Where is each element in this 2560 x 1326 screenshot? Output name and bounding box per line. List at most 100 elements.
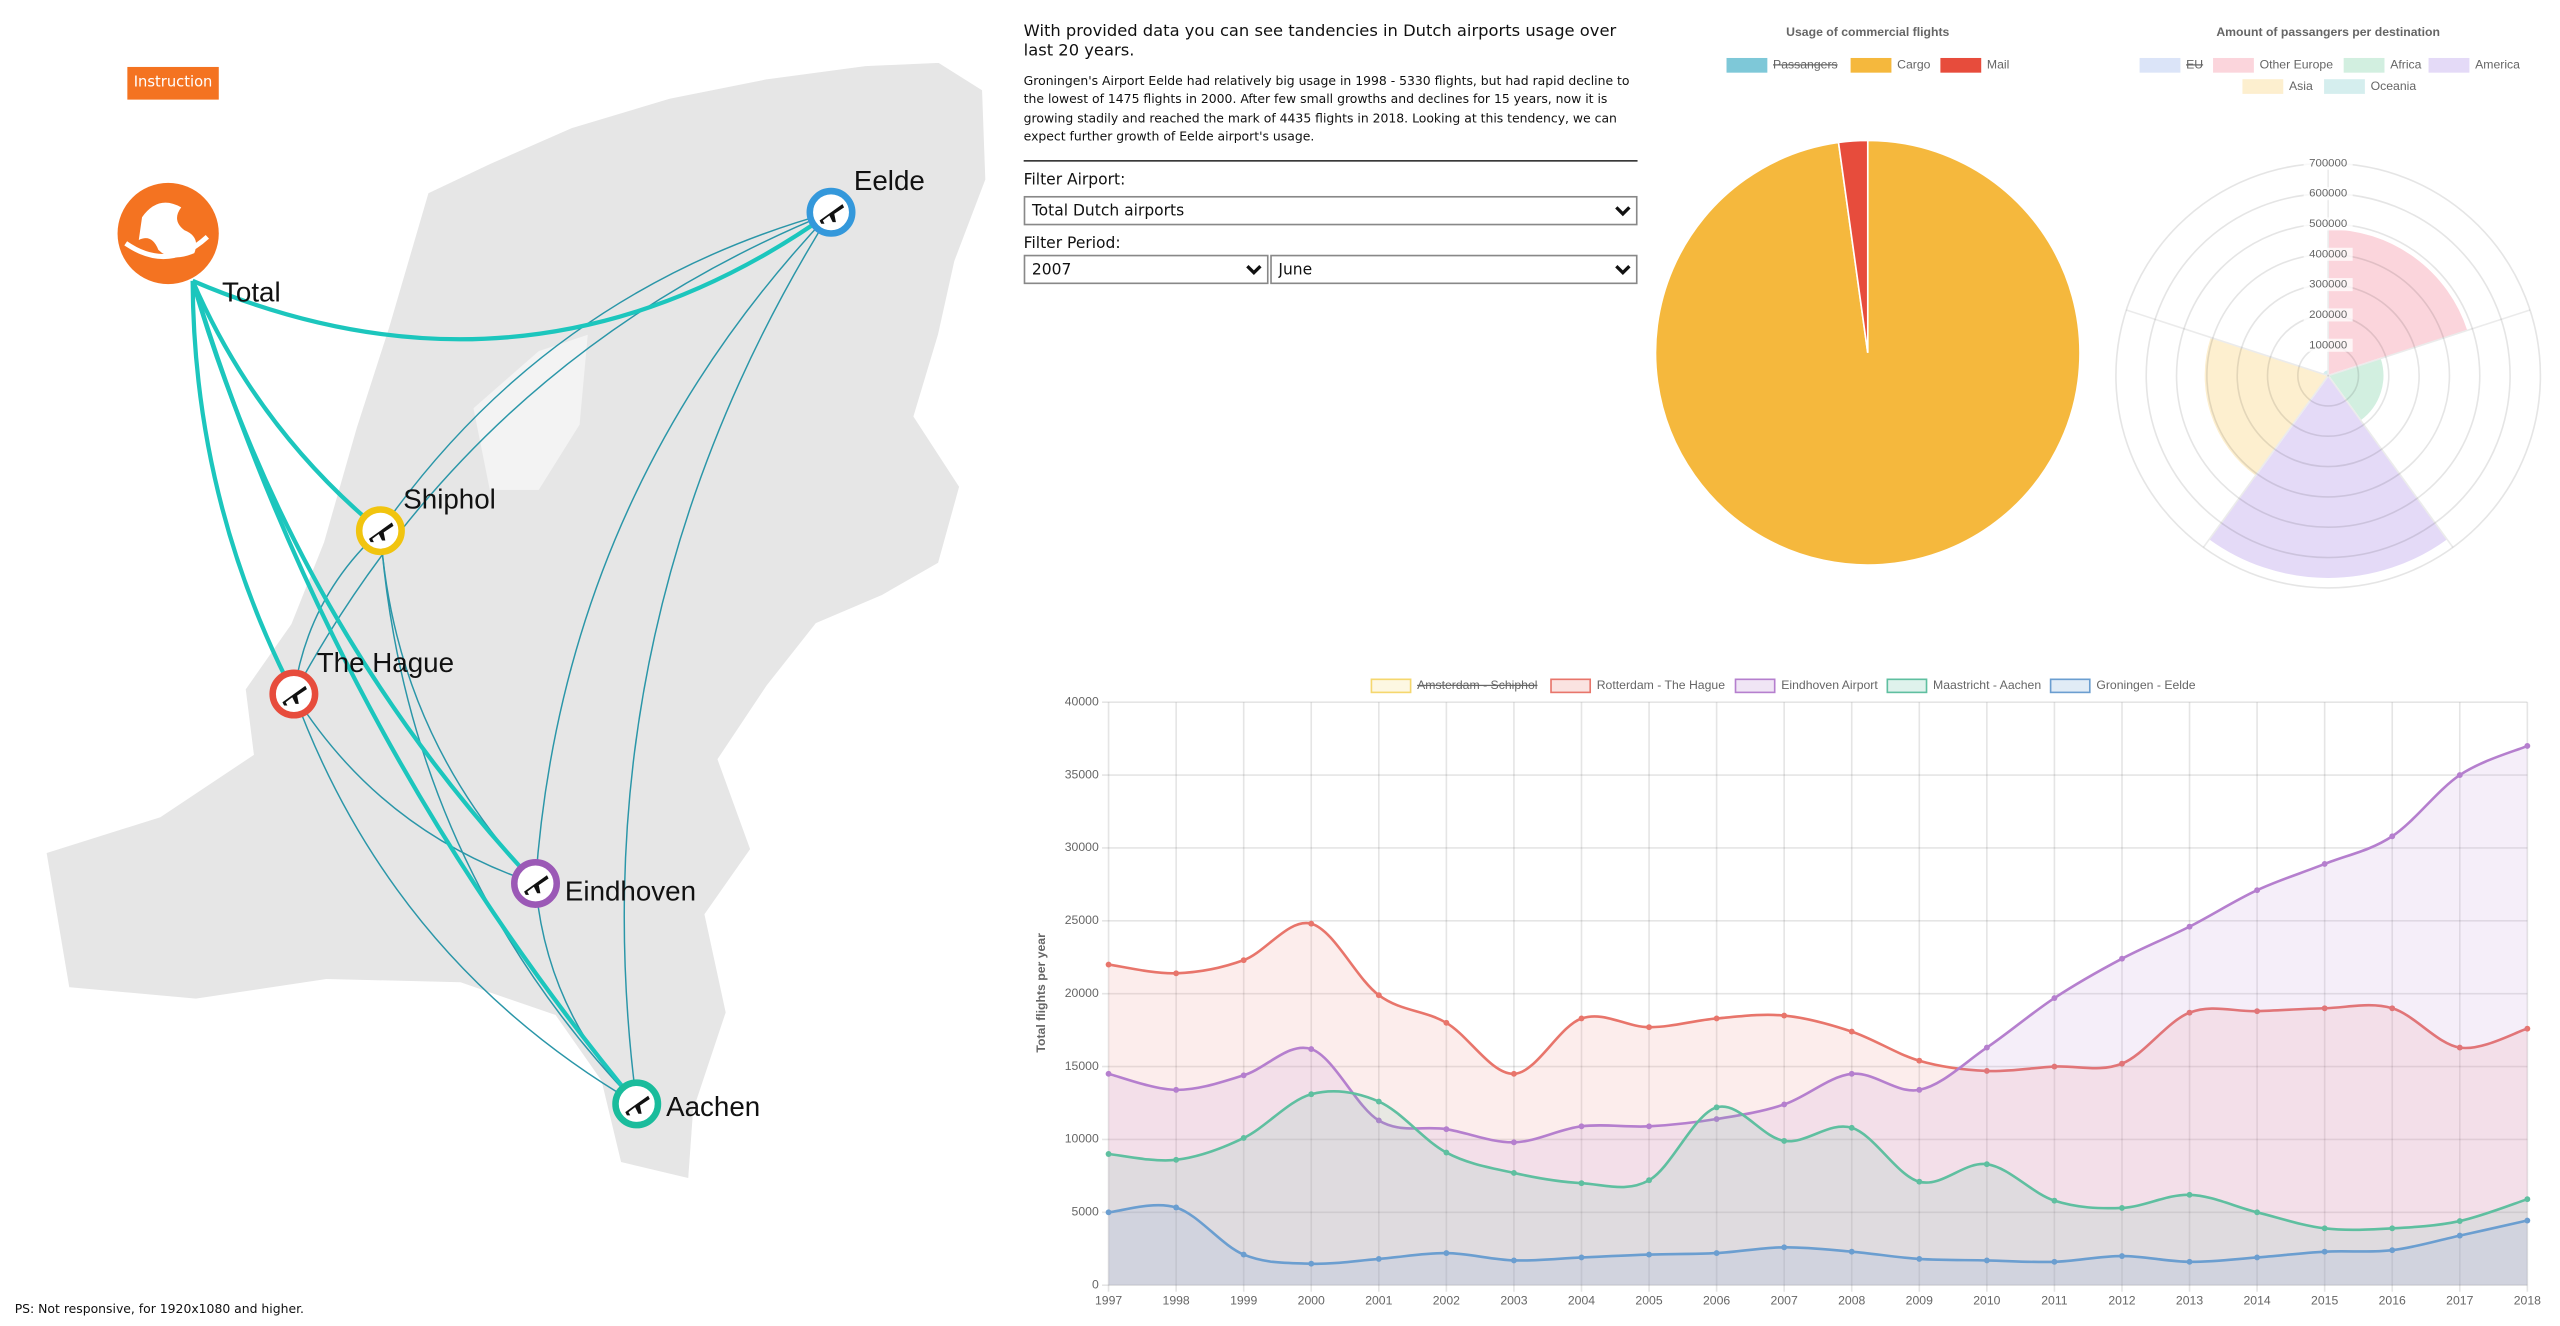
series-point [2524,1196,2531,1203]
series-point [1240,1072,1247,1079]
series-point [1240,1251,1247,1258]
y-tick-label: 30000 [1065,840,1099,854]
y-tick-label: 10000 [1065,1132,1099,1146]
series-point [2524,1025,2531,1032]
series-point [1578,1015,1585,1022]
r-tick-label: 700000 [2309,157,2347,169]
polar-sector [2326,357,2386,423]
x-tick-label: 2012 [2108,1294,2135,1308]
series-point [1781,1012,1788,1019]
y-tick-label: 5000 [1072,1205,1099,1219]
series-point [2321,1248,2328,1255]
legend-label-swatch [2324,79,2365,94]
legend-label: Rotterdam - The Hague [1597,678,1725,692]
legend-label: Passangers [1773,58,1838,72]
series-point [1578,1180,1585,1187]
series-point [2456,1218,2463,1224]
chart-title: Amount of passangers per destination [2216,25,2440,39]
r-tick-label: 200000 [2309,309,2347,321]
x-tick-label: 2018 [2514,1294,2541,1308]
airport-label: Eindhoven [565,876,696,907]
series-point [1781,1137,1788,1144]
series-point [2321,1225,2328,1232]
x-tick-label: 2008 [1838,1294,1865,1308]
description-text: Groningen's Airport Eelde had relatively… [1023,73,1630,145]
route [293,211,832,695]
angle-line [2202,375,2329,548]
month-select[interactable]: June [1270,254,1638,285]
series-point [1916,1255,1923,1262]
airport-label: Total [222,276,281,307]
y-tick-label: 35000 [1065,767,1099,781]
series-point [1510,1070,1517,1077]
legend-label-swatch [1886,678,1928,694]
tick-backdrop [2303,217,2353,231]
route [534,211,832,884]
legend-label: Eindhoven Airport [1781,678,1878,692]
x-tick-label: 1999 [1230,1294,1257,1308]
series-point [1916,1057,1923,1064]
route [293,693,536,885]
total-route [190,280,296,695]
series-point [2456,1044,2463,1051]
divider [1023,159,1638,162]
x-tick-label: 1997 [1095,1294,1122,1308]
year-select[interactable]: 2007 [1023,254,1269,285]
series-point [1983,1257,1990,1264]
legend-label: America [2475,58,2520,72]
angle-line [2327,309,2531,377]
tick-backdrop [2303,247,2353,261]
series-point [1443,1019,1450,1026]
x-tick-label: 2005 [1635,1294,1662,1308]
r-tick-label: 600000 [2309,188,2347,200]
legend-label: Oceania [2371,79,2417,93]
x-tick-label: 2004 [1568,1294,1595,1308]
series-point [2389,1005,2396,1012]
series-point [2389,1247,2396,1254]
tick-backdrop [2303,338,2353,352]
series-point [1578,1123,1585,1130]
series-point [2254,1254,2261,1261]
series-area [1108,1091,2528,1286]
airport-select[interactable]: Total Dutch airports [1023,196,1638,226]
series-point [1646,1123,1652,1130]
x-tick-label: 1998 [1163,1294,1190,1308]
route [293,693,638,1105]
map-lake [473,334,588,490]
tick-backdrop [2303,187,2353,201]
footer-note: PS: Not responsive, for 1920x1080 and hi… [14,1301,305,1317]
series-point [2321,861,2328,867]
legend-label: Africa [2390,58,2421,72]
x-tick-label: 2000 [1298,1294,1325,1308]
tick-backdrop [2303,308,2353,322]
series-point [1848,1248,1855,1255]
period-selects: 2007 June [1023,254,1638,285]
x-tick-label: 2013 [2176,1294,2203,1308]
series-point [1916,1086,1923,1093]
y-tick-label: 25000 [1065,913,1099,927]
series-point [1308,1260,1315,1267]
series-point [1646,1177,1652,1184]
legend-label: Amsterdam - Schiphol [1417,678,1537,692]
series-point [1646,1024,1652,1031]
series-line [1108,921,2528,1076]
plane-icon [368,522,394,543]
airport-filter-label: Filter Airport: [1023,170,1126,189]
y-tick-label: 40000 [1065,694,1099,708]
legend-label-swatch [1370,678,1412,694]
series-point [2254,1008,2261,1015]
x-tick-label: 2016 [2379,1294,2406,1308]
series-point [2119,1204,2125,1211]
route [379,211,832,532]
instruction-button[interactable]: Instruction [127,66,219,100]
series-point [1848,1028,1855,1035]
airport-node [511,858,560,908]
x-tick-label: 2001 [1365,1294,1392,1308]
series-point [1240,957,1247,964]
intro-text: With provided data you can see tandencie… [1023,22,1617,61]
series-point [1240,1135,1247,1141]
series-point [1510,1170,1517,1176]
legend-label-swatch [2428,57,2470,73]
